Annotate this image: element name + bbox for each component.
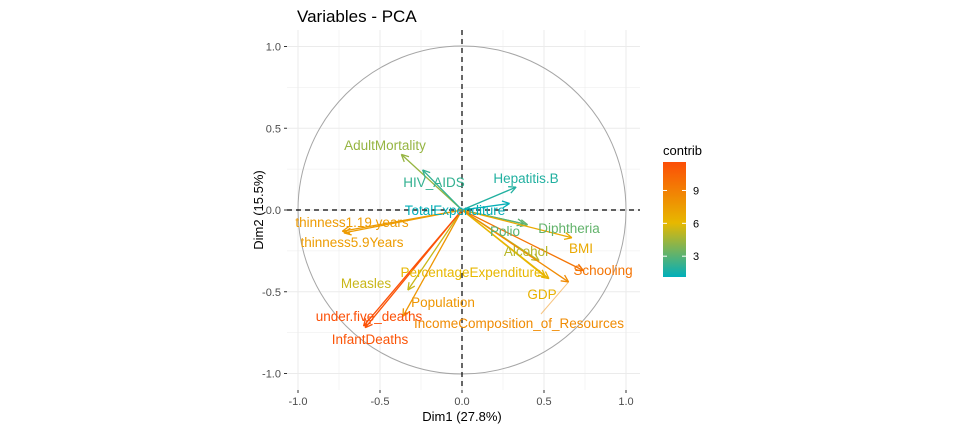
legend-tick-label: 9 — [693, 185, 699, 197]
arrow-Schooling — [461, 209, 584, 272]
variable-label: thinness5.9Years — [300, 235, 403, 250]
legend-tick-label: 6 — [693, 218, 699, 230]
variable-labels: AdultMortality HIV_AIDS Hepatitis.B TotalEx… — [295, 138, 632, 347]
arrow-Measles — [407, 209, 463, 291]
y-tick-label: 0.5 — [266, 123, 281, 135]
legend-colorbar — [663, 162, 686, 277]
variable-label: Polio — [490, 224, 520, 239]
arrow-BMI — [461, 209, 573, 241]
variable-label: Measles — [341, 276, 392, 291]
legend: contrib 3 6 9 — [663, 143, 702, 277]
arrow-thinness5.9Years — [343, 209, 463, 236]
arrow-HIV_AIDS — [422, 169, 463, 211]
variable-label: thinness1.19.years — [295, 215, 409, 230]
arrow-IncomeComposition_of_Resources — [461, 209, 570, 283]
y-tick-label: 1.0 — [266, 42, 281, 54]
arrow-Population — [402, 209, 463, 317]
y-tick-label: 0.0 — [266, 205, 281, 217]
label-connector — [540, 281, 569, 315]
y-axis-label: Dim2 (15.5%) — [251, 170, 266, 249]
variable-label: GDP — [527, 287, 556, 302]
variable-label: Diphtheria — [538, 221, 600, 236]
arrow-InfantDeaths — [364, 209, 463, 329]
y-ticks: -1.0 -0.5 0.0 0.5 1.0 — [262, 42, 287, 381]
x-ticks: -1.0 -0.5 0.0 0.5 1.0 — [289, 390, 634, 408]
variable-label: PercentageExpenditure — [400, 265, 541, 280]
variable-label: InfantDeaths — [332, 332, 409, 347]
chart-title: Variables - PCA — [297, 7, 417, 26]
arrow-TotalExpenditure — [461, 200, 510, 211]
variable-label: Alcohol — [504, 244, 548, 259]
y-tick-label: -1.0 — [262, 369, 281, 381]
variable-label: AdultMortality — [344, 138, 426, 153]
variable-label: IncomeComposition_of_Resources — [414, 316, 624, 331]
variable-label: Schooling — [573, 263, 632, 278]
variable-label: Hepatitis.B — [493, 171, 558, 186]
arrow-Hepatitis.B — [461, 186, 517, 211]
variable-label: HIV_AIDS — [403, 175, 465, 190]
x-tick-label: -1.0 — [289, 396, 308, 408]
x-tick-label: 1.0 — [618, 396, 633, 408]
variable-label: Population — [411, 295, 475, 310]
variable-label: BMI — [569, 241, 593, 256]
x-tick-label: 0.0 — [454, 396, 469, 408]
legend-title: contrib — [663, 143, 702, 158]
y-tick-label: -0.5 — [262, 287, 281, 299]
x-tick-label: -0.5 — [371, 396, 390, 408]
variable-label: TotalExpenditure — [405, 203, 506, 218]
arrows — [341, 153, 584, 329]
x-tick-label: 0.5 — [536, 396, 551, 408]
variable-label: under.five_deaths — [316, 309, 423, 324]
legend-tick-label: 3 — [693, 251, 699, 263]
x-axis-label: Dim1 (27.8%) — [422, 409, 501, 424]
arrow-PercentageExpenditure — [461, 209, 547, 278]
arrow-AdultMortality — [400, 153, 463, 211]
